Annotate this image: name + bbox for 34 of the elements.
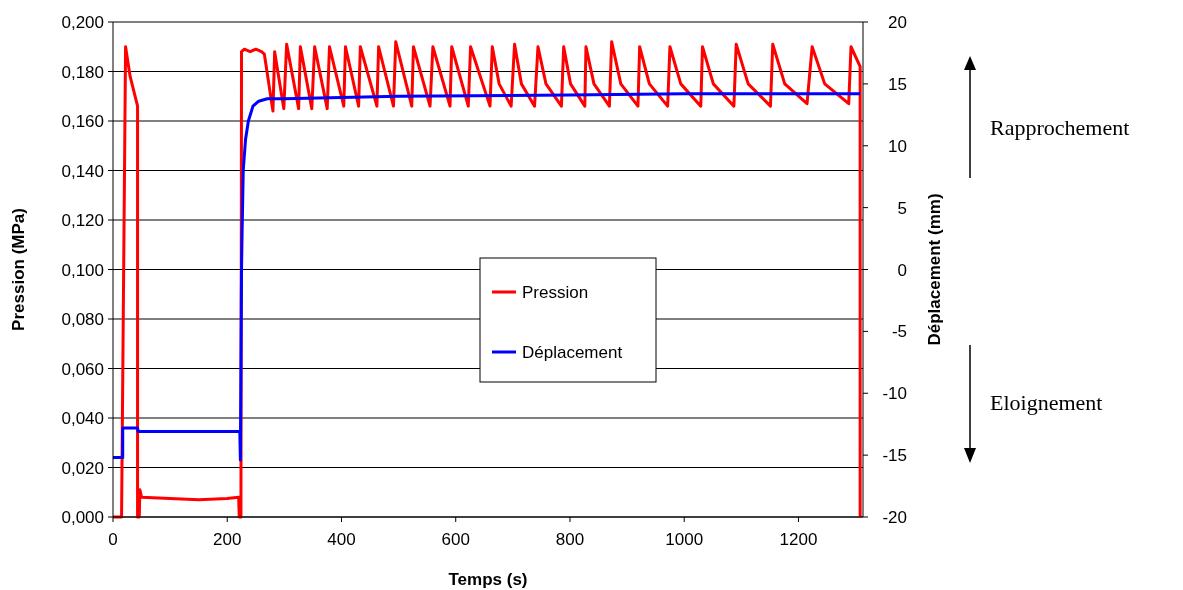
- y2-tick-label: -20: [882, 508, 907, 527]
- y2-tick-label: -5: [891, 322, 907, 342]
- y2-tick-label: 0: [897, 260, 907, 280]
- y-tick-label: 0,020: [61, 458, 104, 478]
- y2-tick-label: 20: [888, 13, 907, 32]
- y-tick-label: 0,180: [61, 62, 104, 82]
- y2-tick-label: 5: [897, 198, 907, 218]
- y-tick-label: 0,040: [61, 409, 104, 428]
- y2-tick-label: 10: [888, 136, 907, 156]
- x-axis-title: Temps (s): [448, 570, 528, 589]
- x-tick-label: 800: [555, 530, 585, 549]
- y2-tick-label: -10: [882, 384, 907, 404]
- y-tick-label: 0,100: [61, 260, 104, 280]
- x-tick-label: 200: [213, 530, 242, 549]
- x-tick-label: 400: [327, 530, 356, 549]
- y-axis-title: Pression (MPa): [9, 208, 28, 331]
- x-tick-label: 1200: [779, 530, 818, 549]
- x-tick-label: 0: [108, 530, 118, 549]
- y-tick-label: 0,160: [61, 112, 104, 131]
- y-tick-label: 0,060: [61, 359, 104, 379]
- y2-tick-label: 15: [888, 74, 907, 94]
- x-tick-label: 1000: [665, 530, 704, 549]
- y2-tick-label: -15: [882, 446, 907, 466]
- text: Rapprochement: [990, 115, 1130, 140]
- y2-axis-title: Déplacement (mm): [925, 193, 944, 346]
- y-tick-label: 0,200: [61, 13, 104, 32]
- text: Eloignement: [990, 390, 1103, 415]
- y-tick-label: 0,120: [61, 211, 104, 230]
- y-tick-label: 0,080: [61, 310, 104, 329]
- y-tick-label: 0,140: [61, 161, 104, 181]
- y-tick-label: 0,000: [61, 508, 104, 527]
- legend-label: Déplacement: [522, 343, 623, 362]
- x-tick-label: 600: [441, 530, 470, 549]
- legend-label: Pression: [522, 283, 589, 302]
